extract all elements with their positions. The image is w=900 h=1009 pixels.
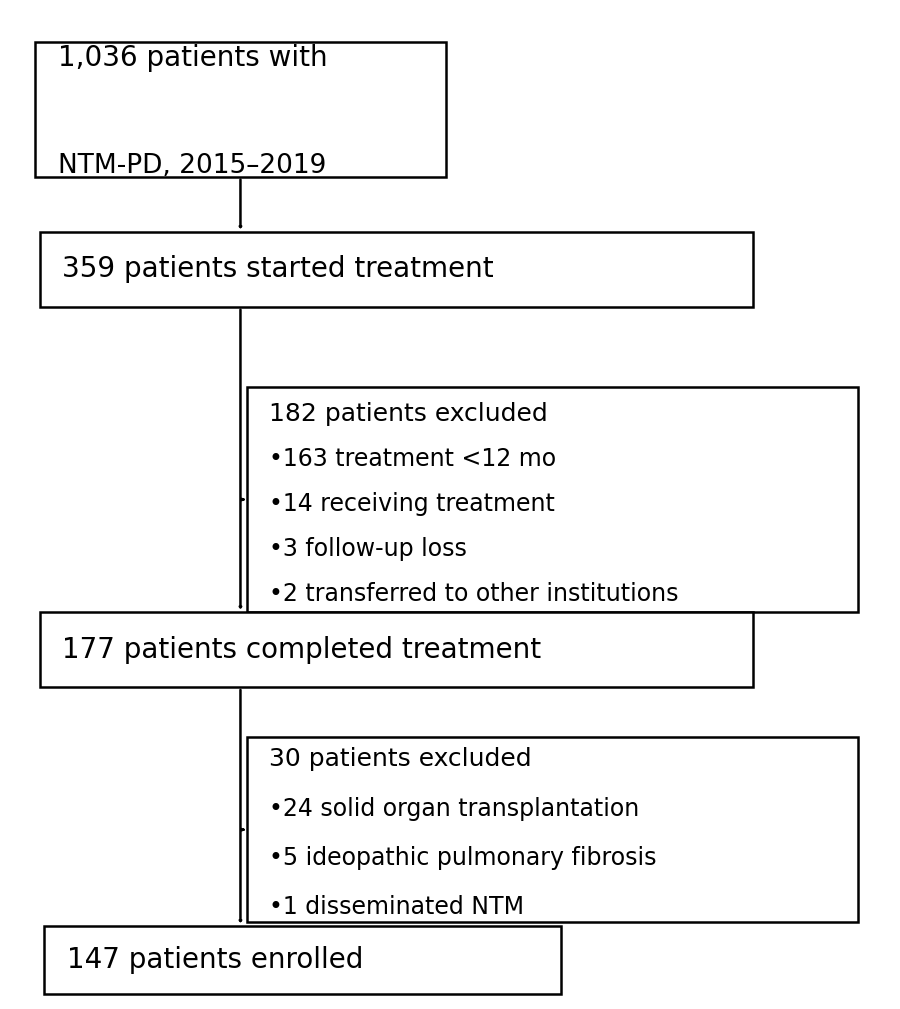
Text: •14 receiving treatment: •14 receiving treatment — [269, 492, 555, 516]
Bar — [248, 386, 858, 612]
Text: •3 follow-up loss: •3 follow-up loss — [269, 537, 467, 561]
Text: 1,036 patients with: 1,036 patients with — [58, 44, 328, 72]
Text: •2 transferred to other institutions: •2 transferred to other institutions — [269, 582, 679, 606]
Text: 359 patients started treatment: 359 patients started treatment — [62, 255, 494, 284]
Bar — [248, 738, 858, 922]
Text: 177 patients completed treatment: 177 patients completed treatment — [62, 636, 541, 664]
Text: •5 ideopathic pulmonary fibrosis: •5 ideopathic pulmonary fibrosis — [269, 847, 657, 870]
Text: •24 solid organ transplantation: •24 solid organ transplantation — [269, 797, 640, 820]
Text: 182 patients excluded: 182 patients excluded — [269, 402, 548, 426]
Text: 30 patients excluded: 30 patients excluded — [269, 748, 532, 771]
Text: •163 treatment <12 mo: •163 treatment <12 mo — [269, 447, 556, 471]
Bar — [40, 612, 753, 687]
Bar — [40, 232, 753, 307]
Text: 147 patients enrolled: 147 patients enrolled — [67, 945, 363, 974]
Bar — [35, 41, 446, 177]
Text: NTM-PD, 2015–2019: NTM-PD, 2015–2019 — [58, 153, 326, 179]
Bar — [44, 926, 562, 994]
Text: •1 disseminated NTM: •1 disseminated NTM — [269, 895, 525, 919]
